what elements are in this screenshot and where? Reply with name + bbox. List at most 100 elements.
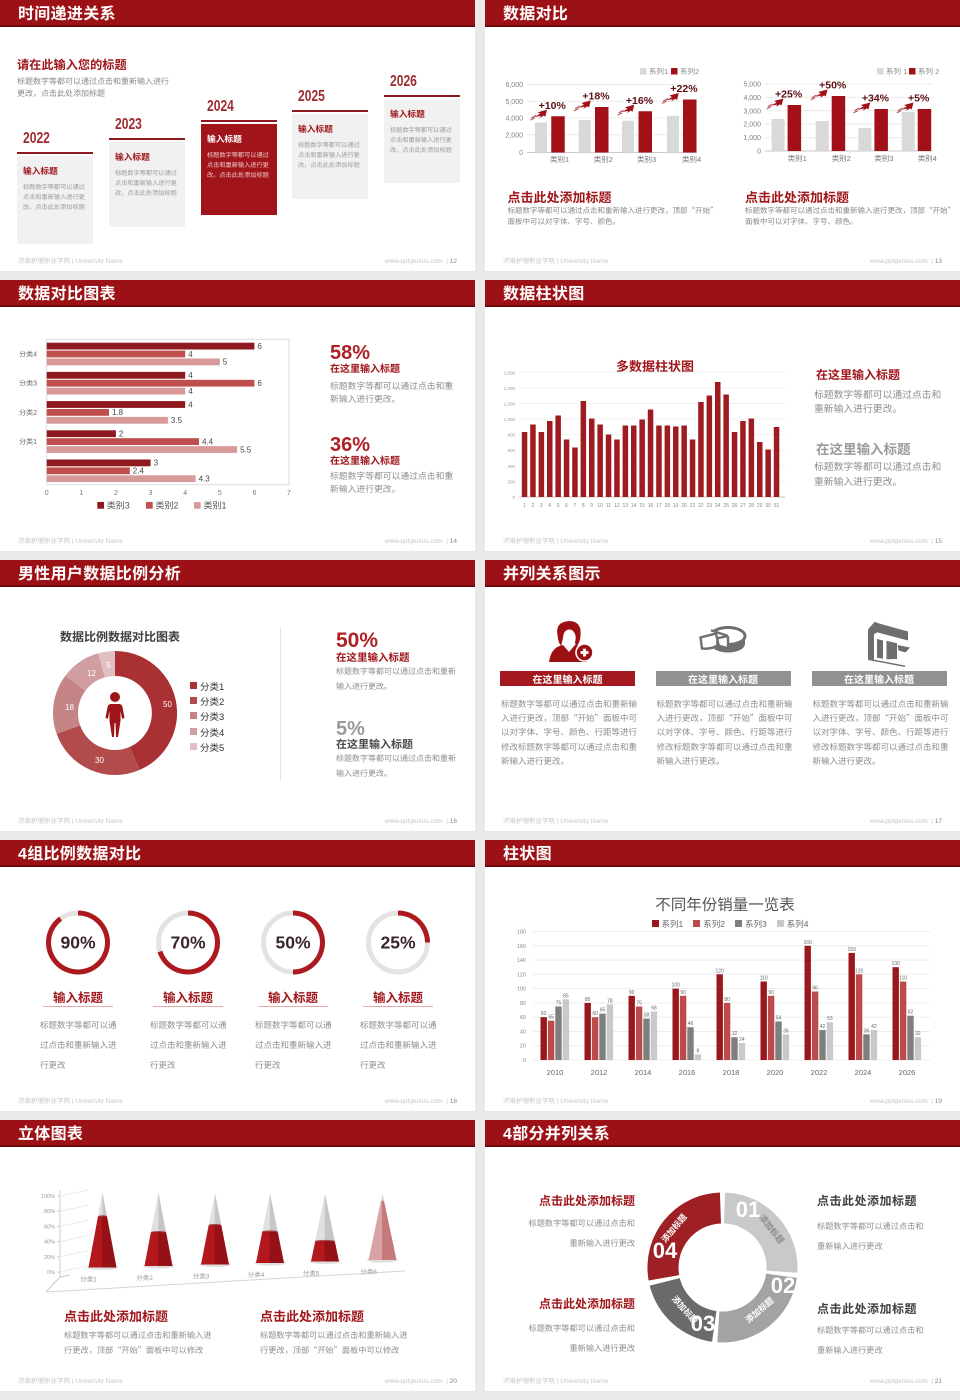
- svg-text:类别2: 类别2: [594, 154, 613, 165]
- svg-text:600: 600: [507, 448, 515, 454]
- svg-text:36: 36: [783, 1027, 789, 1034]
- svg-text:4.4: 4.4: [202, 436, 214, 447]
- svg-text:4: 4: [188, 349, 193, 360]
- svg-text:54: 54: [776, 1014, 782, 1021]
- svg-text:2,000: 2,000: [505, 130, 523, 140]
- svg-text:分类4: 分类4: [19, 349, 37, 359]
- svg-text:19: 19: [673, 502, 679, 509]
- svg-text:分类1: 分类1: [80, 1274, 97, 1284]
- svg-text:400: 400: [507, 464, 515, 470]
- svg-text:4.3: 4.3: [199, 474, 211, 485]
- svg-text:15: 15: [639, 502, 645, 509]
- svg-text:31: 31: [774, 502, 780, 509]
- svg-text:130: 130: [892, 960, 901, 967]
- svg-text:60: 60: [541, 1010, 547, 1017]
- svg-text:4: 4: [548, 502, 551, 509]
- svg-text:12: 12: [614, 502, 620, 509]
- svg-text:60: 60: [520, 1013, 526, 1021]
- svg-text:29: 29: [757, 502, 763, 509]
- svg-text:8: 8: [697, 1047, 700, 1054]
- svg-text:120: 120: [517, 970, 526, 978]
- svg-text:16: 16: [648, 502, 654, 509]
- svg-text:类别2: 类别2: [156, 499, 179, 512]
- svg-text:140: 140: [517, 956, 526, 964]
- svg-text:0: 0: [512, 495, 515, 501]
- svg-text:+50%: +50%: [819, 78, 847, 93]
- svg-text:0: 0: [45, 488, 49, 498]
- svg-text:96: 96: [812, 985, 818, 992]
- svg-text:2014: 2014: [635, 1067, 652, 1078]
- svg-text:30: 30: [765, 502, 771, 509]
- svg-text:46: 46: [688, 1020, 694, 1027]
- svg-text:9: 9: [590, 502, 593, 509]
- svg-text:180: 180: [517, 928, 526, 936]
- svg-text:3,000: 3,000: [743, 106, 761, 116]
- svg-text:类别3: 类别3: [107, 499, 130, 512]
- svg-text:1,400: 1,400: [504, 386, 516, 392]
- svg-text:0: 0: [519, 148, 523, 158]
- svg-text:120: 120: [716, 967, 725, 974]
- svg-text:26: 26: [732, 502, 738, 509]
- svg-text:4,000: 4,000: [743, 93, 761, 103]
- svg-text:6: 6: [565, 502, 568, 509]
- svg-text:42: 42: [871, 1023, 877, 1030]
- svg-text:分类2: 分类2: [19, 408, 37, 418]
- svg-text:系列 1: 系列 1: [886, 66, 907, 77]
- svg-text:3.5: 3.5: [171, 415, 183, 426]
- svg-text:53: 53: [827, 1015, 833, 1022]
- svg-text:类别1: 类别1: [788, 153, 807, 164]
- svg-text:1,000: 1,000: [743, 133, 761, 143]
- svg-text:分类2: 分类2: [136, 1272, 153, 1282]
- svg-text:36: 36: [864, 1027, 870, 1034]
- svg-text:4: 4: [188, 370, 193, 381]
- svg-text:4: 4: [188, 386, 193, 397]
- svg-text:0: 0: [523, 1056, 526, 1064]
- svg-text:25: 25: [723, 502, 729, 509]
- svg-text:2,000: 2,000: [743, 120, 761, 130]
- svg-text:800: 800: [507, 433, 515, 439]
- svg-text:2022: 2022: [811, 1067, 828, 1078]
- svg-text:28: 28: [749, 502, 755, 509]
- svg-text:2010: 2010: [547, 1067, 564, 1078]
- svg-text:02: 02: [771, 1268, 795, 1300]
- svg-text:80: 80: [724, 996, 730, 1003]
- svg-text:50: 50: [163, 699, 172, 710]
- svg-text:1.8: 1.8: [112, 407, 124, 418]
- svg-text:类别1: 类别1: [550, 154, 569, 165]
- svg-text:85: 85: [563, 992, 569, 999]
- svg-text:6: 6: [257, 378, 262, 389]
- svg-text:分类3: 分类3: [193, 1271, 210, 1281]
- svg-text:42: 42: [820, 1023, 826, 1030]
- svg-text:3: 3: [149, 488, 153, 498]
- svg-text:2020: 2020: [767, 1067, 784, 1078]
- svg-text:40%: 40%: [44, 1238, 55, 1246]
- svg-text:0: 0: [757, 147, 761, 157]
- svg-text:110: 110: [899, 975, 907, 982]
- svg-text:分类5: 分类5: [303, 1268, 320, 1278]
- svg-text:18: 18: [65, 702, 74, 713]
- svg-text:2018: 2018: [723, 1067, 740, 1078]
- svg-text:2012: 2012: [591, 1067, 608, 1078]
- svg-text:78: 78: [607, 997, 613, 1004]
- svg-text:0%: 0%: [47, 1268, 55, 1276]
- svg-text:100: 100: [517, 985, 526, 993]
- svg-text:20: 20: [520, 1042, 526, 1050]
- svg-text:7: 7: [574, 502, 577, 509]
- svg-text:160: 160: [804, 939, 813, 946]
- svg-text:30: 30: [95, 755, 104, 766]
- svg-text:75: 75: [556, 1000, 562, 1007]
- svg-text:90: 90: [768, 989, 774, 996]
- svg-text:2016: 2016: [679, 1067, 696, 1078]
- svg-text:32: 32: [915, 1030, 921, 1037]
- svg-text:25%: 25%: [380, 930, 415, 955]
- svg-text:类别2: 类别2: [832, 153, 851, 164]
- svg-text:10: 10: [597, 502, 603, 509]
- svg-text:1: 1: [79, 488, 83, 498]
- svg-text:40: 40: [520, 1028, 526, 1036]
- svg-text:+5%: +5%: [908, 91, 930, 106]
- svg-text:+25%: +25%: [775, 87, 803, 102]
- svg-text:75: 75: [636, 1000, 642, 1007]
- svg-text:32: 32: [732, 1030, 738, 1037]
- svg-text:17: 17: [656, 502, 662, 509]
- svg-text:24: 24: [715, 502, 721, 509]
